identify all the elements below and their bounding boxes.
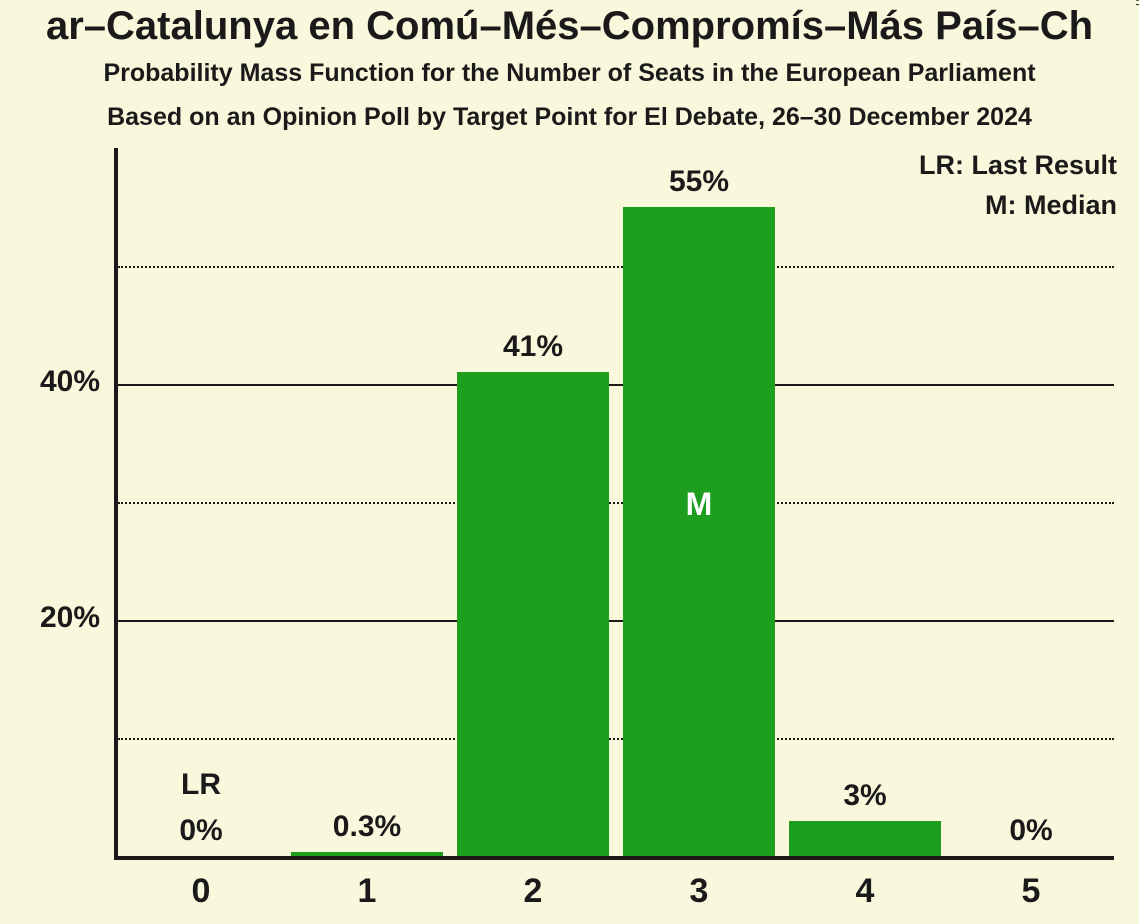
gridline-major [118,384,1114,386]
bar [623,207,774,856]
x-axis [114,856,1114,860]
bar-chart: 20%40%0%LR00.3%141%255%M33%40%5 [114,148,1114,860]
gridline-minor [118,502,1114,504]
x-tick-label: 4 [856,872,875,911]
bar [789,821,940,856]
bar-value-label: 41% [503,330,563,364]
copyright-text: © 2025 Filip van Laenen [1133,0,1139,6]
x-tick-label: 2 [524,872,543,911]
last-result-marker: LR [181,768,221,802]
bar-value-label: 55% [669,165,729,199]
bar [291,852,442,856]
x-tick-label: 0 [192,872,211,911]
bar-value-label: 0% [179,814,222,848]
gridline-major [118,620,1114,622]
chart-subtitle-2: Based on an Opinion Poll by Target Point… [107,103,1032,132]
x-tick-label: 3 [690,872,709,911]
chart-subtitle-1: Probability Mass Function for the Number… [103,59,1035,88]
bar [457,372,608,856]
bar-value-label: 3% [843,779,886,813]
gridline-minor [118,738,1114,740]
y-axis [114,148,118,860]
y-tick-label: 20% [40,601,100,635]
x-tick-label: 5 [1022,872,1041,911]
bar-value-label: 0.3% [333,810,401,844]
y-tick-label: 40% [40,365,100,399]
bar-value-label: 0% [1009,814,1052,848]
chart-title: ar–Catalunya en Comú–Més–Compromís–Más P… [46,4,1093,49]
x-tick-label: 1 [358,872,377,911]
median-marker: M [686,486,713,523]
gridline-minor [118,266,1114,268]
